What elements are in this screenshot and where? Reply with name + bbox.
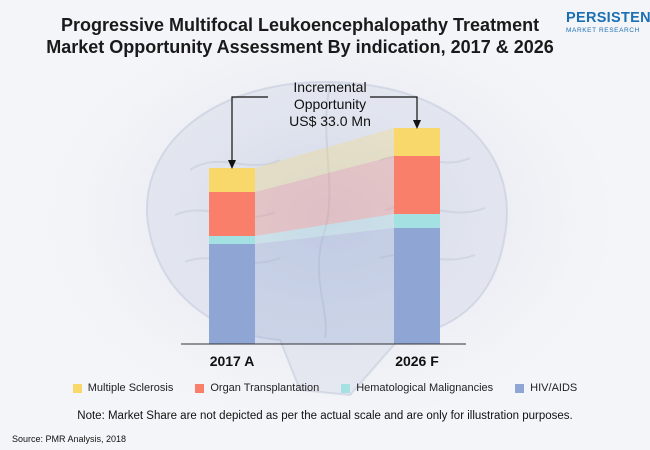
legend-item-multiple-sclerosis: Multiple Sclerosis [72,382,174,394]
incremental-opportunity-annotation: Incremental Opportunity US$ 33.0 Mn [270,79,390,130]
bar-2017-a-hematological-malignancies [209,236,255,244]
legend-label: Hematological Malignancies [356,382,494,394]
persistence-logo: PERSISTENCE MARKET RESEARCH [566,10,650,44]
legend-swatch [195,383,205,393]
category-label-2017-a: 2017 A [210,353,255,369]
source-text: Source: PMR Analysis, 2018 [12,434,127,444]
annotation-bracket [228,96,421,169]
annotation-line-2: Opportunity [293,96,367,112]
bar-2017-a-multiple-sclerosis [209,168,255,192]
category-labels: 2017 A 2026 F [210,353,440,369]
logo-wordmark: PERSISTENCE [566,10,650,26]
annotation-line-1: Incremental [293,79,367,95]
legend-item-hematological-malignancies: Hematological Malignancies [341,382,493,394]
legend-label: Organ Transplantation [210,382,320,394]
legend-swatch [72,383,82,393]
logo-tagline: MARKET RESEARCH [566,27,640,34]
category-label-2026-f: 2026 F [395,353,439,369]
legend-swatch [515,383,525,393]
band-organ-transplantation [255,156,394,236]
legend-swatch [341,383,351,393]
legend-item-hiv-aids: HIV/AIDS [515,382,577,394]
bar-2017-a-organ-transplantation [209,192,255,236]
bar-2026-f-multiple-sclerosis [394,128,440,156]
chart-legend: Multiple Sclerosis Organ Transplantation H… [0,382,650,394]
bar-2017-a-hiv-aids [209,244,255,344]
legend-label: Multiple Sclerosis [87,382,174,394]
band-hematological-malignancies [255,214,394,244]
bar-2026-f-organ-transplantation [394,156,440,214]
bar-2026-f-hiv-aids [394,228,440,344]
band-hiv-aids [255,228,394,344]
bar-2026-f-hematological-malignancies [394,214,440,228]
annotation-line-3: US$ 33.0 Mn [289,113,371,129]
legend-item-organ-transplantation: Organ Transplantation [195,382,319,394]
legend-label: HIV/AIDS [530,382,578,394]
title-line-1: Progressive Multifocal Leukoencephalopat… [60,15,540,35]
trend-bands [255,128,394,344]
bar-group [209,128,440,344]
title-line-2: Market Opportunity Assessment By indicat… [46,37,554,57]
band-multiple-sclerosis [255,128,394,192]
chart-title: Progressive Multifocal Leukoencephalopat… [40,14,560,58]
footnote: Note: Market Share are not depicted as p… [77,410,573,422]
